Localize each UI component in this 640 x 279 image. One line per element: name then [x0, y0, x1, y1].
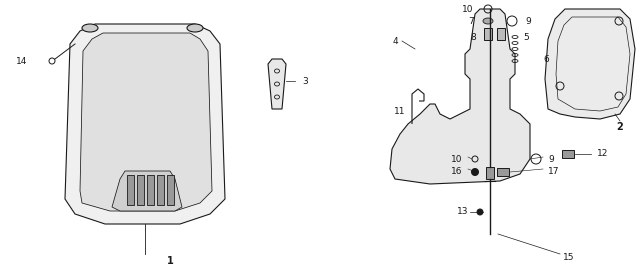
Bar: [147, 175, 154, 205]
Text: 8: 8: [470, 32, 476, 42]
Text: 9: 9: [525, 16, 531, 25]
Bar: [497, 168, 509, 176]
Text: 16: 16: [451, 167, 462, 177]
Bar: [562, 150, 574, 158]
Bar: [167, 175, 174, 205]
Circle shape: [477, 209, 483, 215]
Text: 10: 10: [461, 4, 473, 13]
Text: 5: 5: [523, 32, 529, 42]
Ellipse shape: [82, 24, 98, 32]
Text: 4: 4: [392, 37, 398, 45]
Ellipse shape: [483, 18, 493, 24]
Bar: [497, 28, 505, 40]
Circle shape: [472, 169, 479, 175]
Text: 1: 1: [166, 256, 173, 266]
Text: 6: 6: [543, 54, 548, 64]
Polygon shape: [112, 171, 182, 211]
Text: 12: 12: [597, 150, 609, 158]
Text: 10: 10: [451, 155, 462, 163]
Text: 15: 15: [563, 252, 575, 261]
Text: 11: 11: [394, 107, 405, 116]
Polygon shape: [80, 33, 212, 211]
Ellipse shape: [187, 24, 203, 32]
Text: 2: 2: [616, 122, 623, 132]
Text: 14: 14: [16, 57, 28, 66]
Text: 3: 3: [302, 76, 308, 85]
Text: 13: 13: [456, 208, 468, 217]
Text: 17: 17: [548, 167, 559, 177]
Bar: [137, 175, 144, 205]
Bar: [484, 28, 492, 40]
Polygon shape: [268, 59, 286, 109]
Polygon shape: [390, 9, 530, 184]
Polygon shape: [545, 9, 635, 119]
Polygon shape: [65, 24, 225, 224]
Bar: [127, 175, 134, 205]
Text: 7: 7: [468, 16, 474, 25]
Bar: [486, 167, 494, 179]
Text: 9: 9: [548, 155, 554, 163]
Bar: [157, 175, 164, 205]
